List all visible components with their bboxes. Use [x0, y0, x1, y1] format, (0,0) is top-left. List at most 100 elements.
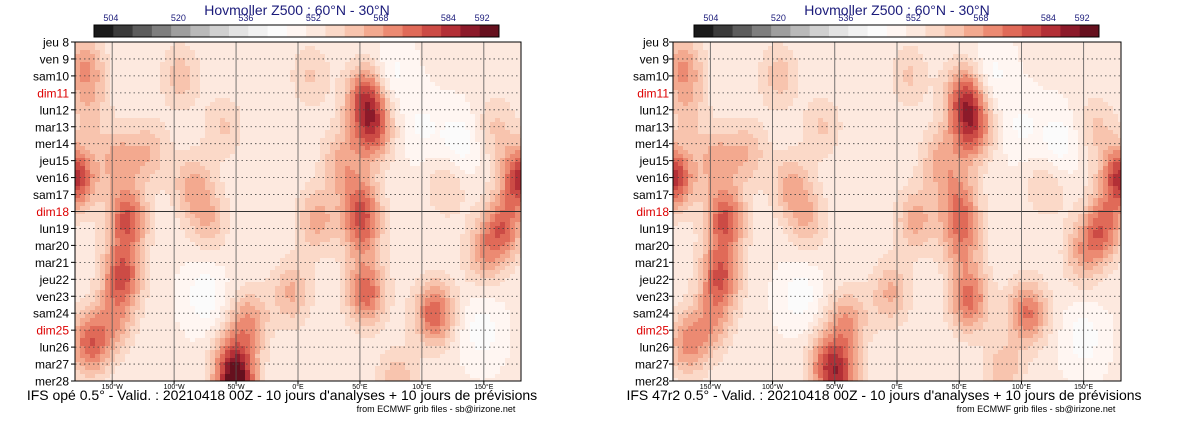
- heatmap-cell: [495, 66, 501, 71]
- heatmap-cell: [450, 90, 456, 95]
- heatmap-cell: [190, 178, 196, 183]
- heatmap-cell: [405, 58, 411, 63]
- heatmap-cell: [165, 122, 171, 127]
- heatmap-cell: [135, 66, 141, 71]
- heatmap-cell: [275, 254, 281, 259]
- heatmap-cell: [450, 174, 456, 179]
- heatmap-cell: [335, 50, 341, 55]
- heatmap-cell: [200, 90, 206, 95]
- heatmap-cell: [485, 62, 491, 67]
- heatmap-cell: [265, 98, 271, 103]
- heatmap-cell: [285, 186, 291, 191]
- heatmap-cell: [270, 138, 276, 143]
- heatmap-cell: [390, 242, 396, 247]
- heatmap-cell: [220, 54, 226, 59]
- heatmap-cell: [360, 166, 366, 171]
- heatmap-cell: [290, 190, 296, 195]
- heatmap-cell: [190, 110, 196, 115]
- heatmap-cell: [345, 186, 351, 191]
- heatmap-cell: [115, 62, 121, 67]
- heatmap-cell: [150, 210, 156, 215]
- heatmap-cell: [290, 202, 296, 207]
- heatmap-cell: [190, 98, 196, 103]
- heatmap-cell: [315, 102, 321, 107]
- heatmap-cell: [445, 190, 451, 195]
- heatmap-cell: [250, 90, 256, 95]
- heatmap-cell: [510, 66, 516, 71]
- heatmap-cell: [100, 174, 106, 179]
- heatmap-cell: [425, 150, 431, 155]
- heatmap-cell: [425, 166, 431, 171]
- heatmap-cell: [195, 82, 201, 87]
- heatmap-cell: [475, 206, 481, 211]
- heatmap-cell: [120, 122, 126, 127]
- heatmap-cell: [190, 190, 196, 195]
- heatmap-cell: [145, 242, 151, 247]
- heatmap-cell: [400, 210, 406, 215]
- heatmap-cell: [100, 210, 106, 215]
- heatmap-cell: [425, 206, 431, 211]
- heatmap-cell: [330, 130, 336, 135]
- heatmap-cell: [220, 250, 226, 255]
- heatmap-cell: [85, 242, 91, 247]
- heatmap-cell: [210, 242, 216, 247]
- heatmap-cell: [480, 206, 486, 211]
- heatmap-cell: [420, 210, 426, 215]
- heatmap-cell: [490, 110, 496, 115]
- heatmap-cell: [400, 234, 406, 239]
- heatmap-cell: [430, 214, 436, 219]
- heatmap-cell: [240, 154, 246, 159]
- heatmap-cell: [100, 162, 106, 167]
- heatmap-cell: [235, 238, 241, 243]
- heatmap-cell: [450, 134, 456, 139]
- heatmap-cell: [165, 178, 171, 183]
- heatmap-cell: [120, 170, 126, 175]
- heatmap-cell: [275, 234, 281, 239]
- heatmap-cell: [460, 174, 466, 179]
- heatmap-cell: [335, 54, 341, 59]
- heatmap-cell: [260, 174, 266, 179]
- heatmap-cell: [355, 102, 361, 107]
- colorbar-frame: [93, 24, 500, 38]
- heatmap-cell: [135, 126, 141, 131]
- heatmap-cell: [470, 90, 476, 95]
- heatmap-cell: [300, 118, 306, 123]
- heatmap-cell: [140, 174, 146, 179]
- heatmap-cell: [505, 102, 511, 107]
- heatmap-cell: [90, 182, 96, 187]
- heatmap-cell: [165, 158, 171, 163]
- heatmap-cell: [480, 62, 486, 67]
- heatmap-cell: [210, 70, 216, 75]
- heatmap-cell: [100, 78, 106, 83]
- heatmap-cell: [85, 142, 91, 147]
- heatmap-cell: [335, 122, 341, 127]
- heatmap-cell: [350, 154, 356, 159]
- heatmap-cell: [370, 142, 376, 147]
- heatmap-cell: [340, 194, 346, 199]
- heatmap-cell: [220, 234, 226, 239]
- heatmap-cell: [205, 98, 211, 103]
- heatmap-cell: [435, 82, 441, 87]
- heatmap-cell: [330, 214, 336, 219]
- heatmap-cell: [140, 262, 146, 267]
- heatmap-cell: [115, 110, 121, 115]
- heatmap-cell: [110, 62, 116, 67]
- heatmap-cell: [510, 190, 516, 195]
- heatmap-cell: [355, 246, 361, 251]
- heatmap-cell: [350, 258, 356, 263]
- heatmap-cell: [115, 206, 121, 211]
- heatmap-cell: [355, 166, 361, 171]
- heatmap-cell: [220, 62, 226, 67]
- heatmap-cell: [470, 118, 476, 123]
- heatmap-cell: [305, 190, 311, 195]
- heatmap-cell: [300, 138, 306, 143]
- heatmap-cell: [370, 210, 376, 215]
- heatmap-cell: [75, 134, 81, 139]
- heatmap-cell: [440, 238, 446, 243]
- heatmap-cell: [325, 222, 331, 227]
- heatmap-cell: [440, 258, 446, 263]
- heatmap-cell: [80, 78, 86, 83]
- heatmap-cell: [180, 82, 186, 87]
- heatmap-cell: [385, 122, 391, 127]
- heatmap-cell: [400, 218, 406, 223]
